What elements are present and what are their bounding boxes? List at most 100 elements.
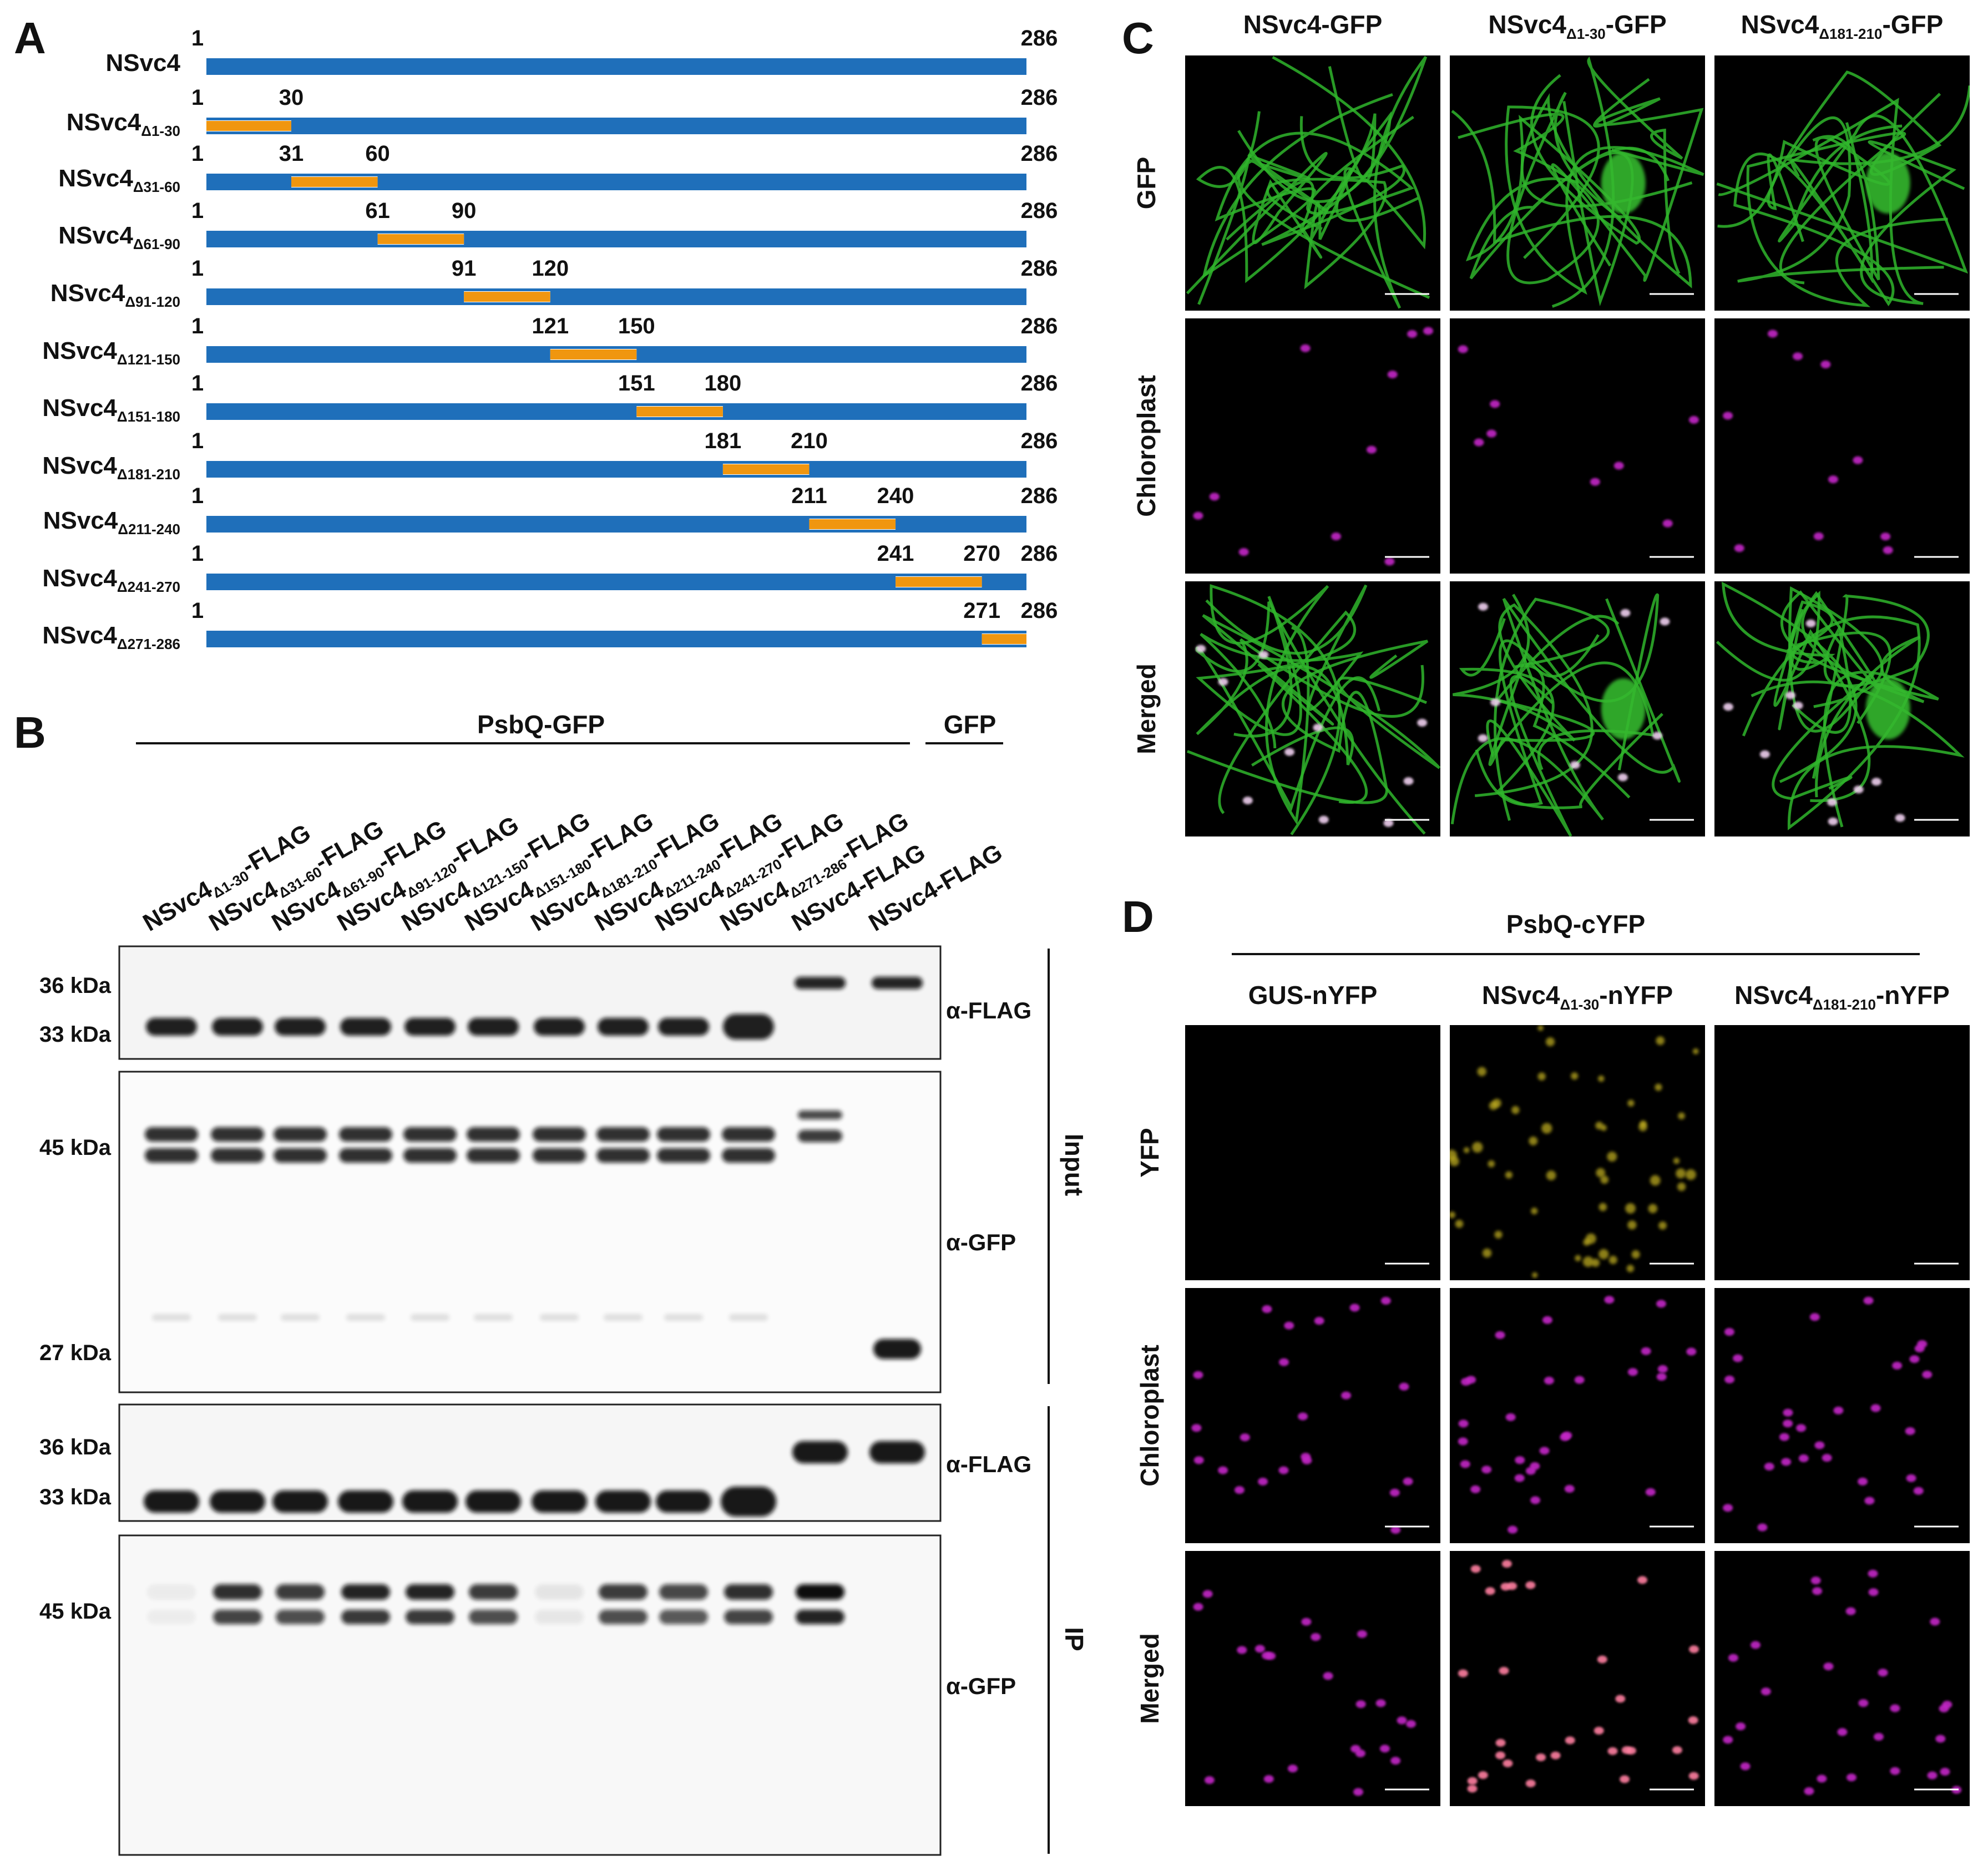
deletion-segment <box>809 519 896 529</box>
micrograph <box>1714 1288 1970 1543</box>
row-label: Chloroplast <box>1135 1345 1164 1487</box>
column-header: NSvc4Δ181-210-nYFP <box>1734 981 1950 1013</box>
input-section-label: Input <box>1060 1134 1089 1196</box>
blot-band <box>657 1148 710 1163</box>
blot-band <box>210 1490 265 1513</box>
residue-number: 30 <box>279 85 304 110</box>
protein-bar <box>206 118 1026 134</box>
blot-bands <box>144 977 925 1624</box>
column-header: GUS-nYFP <box>1248 981 1378 1010</box>
residue-number: 61 <box>365 199 390 223</box>
blot-band <box>535 1610 584 1624</box>
blot-band <box>796 1610 844 1624</box>
blot-band <box>795 977 846 989</box>
blot-band <box>281 1314 320 1321</box>
blot-band <box>798 1111 842 1119</box>
blot-band <box>346 1314 385 1321</box>
panel-letter-c: C <box>1122 13 1154 63</box>
blot-band <box>872 977 923 989</box>
micrograph <box>1714 318 1970 574</box>
blot-band <box>275 1018 326 1036</box>
deletion-segment <box>896 577 982 587</box>
blot-band <box>659 1610 708 1624</box>
gfp-group-label: GFP <box>944 710 996 739</box>
micrograph <box>1185 318 1440 574</box>
blot-band <box>339 1148 392 1163</box>
row-label: YFP <box>1135 1128 1164 1177</box>
residue-number: 1 <box>191 85 204 110</box>
micrograph <box>1450 1025 1705 1280</box>
protein-bar <box>206 231 1026 247</box>
micrograph <box>1185 1025 1440 1280</box>
construct-row: NSvc4Δ241-270 1 241 270 286 <box>42 541 1058 595</box>
row-label: Chloroplast <box>1132 375 1161 517</box>
construct-name: NSvc4 <box>105 49 180 77</box>
construct-name: NSvc4Δ181-210 <box>42 452 180 483</box>
protein-bar <box>206 461 1026 478</box>
residue-number: 91 <box>452 256 477 281</box>
construct-name: NSvc4Δ271-286 <box>42 622 180 652</box>
protein-bar <box>206 516 1026 533</box>
construct-row: NSvc4Δ181-210 1 181 210 286 <box>42 429 1058 483</box>
deletion-segment <box>206 121 291 131</box>
residue-number: 240 <box>877 484 914 508</box>
residue-number: 1 <box>191 484 204 508</box>
blot-band <box>213 1584 262 1600</box>
residue-number: 1 <box>191 256 204 281</box>
residue-number: 121 <box>532 314 569 338</box>
micrograph <box>1450 1288 1705 1543</box>
blot-band <box>535 1584 584 1600</box>
construct-name: NSvc4Δ151-180 <box>42 394 180 425</box>
marker-45-input: 45 kDa <box>39 1135 112 1160</box>
marker-36-ip: 36 kDa <box>39 1435 112 1459</box>
residue-number: 1 <box>191 429 204 453</box>
row-label: Merged <box>1135 1633 1164 1724</box>
construct-name: NSvc4Δ1-30 <box>67 109 180 139</box>
blot-band <box>146 1018 197 1036</box>
residue-number: 286 <box>1021 429 1058 453</box>
blot-band <box>466 1490 521 1513</box>
ip-section-label: IP <box>1060 1627 1089 1651</box>
antibody-input-gfp: α-GFP <box>946 1229 1016 1255</box>
micrograph <box>1185 55 1440 311</box>
residue-number: 286 <box>1021 599 1058 623</box>
micrograph <box>1714 1551 1970 1806</box>
construct-name: NSvc4Δ31-60 <box>58 165 180 195</box>
micrograph <box>1714 1025 1970 1280</box>
deletion-segment <box>722 464 810 474</box>
column-header: NSvc4-GFP <box>1243 10 1383 39</box>
blot-band <box>729 1314 768 1321</box>
deletion-segment <box>982 634 1026 644</box>
construct-row: NSvc4Δ271-286 1 271 286 <box>42 599 1058 652</box>
blot-band <box>469 1584 518 1600</box>
construct-name: NSvc4Δ211-240 <box>43 507 180 538</box>
construct-row: NSvc4Δ211-240 1 211 240 286 <box>43 484 1058 538</box>
blot-band <box>656 1490 711 1513</box>
panel-letter-a: A <box>14 13 46 63</box>
residue-number: 31 <box>279 141 304 166</box>
blot-band <box>596 1127 650 1142</box>
deletion-segment <box>464 292 550 302</box>
residue-number: 60 <box>365 141 390 166</box>
residue-number: 286 <box>1021 541 1058 566</box>
blot-band <box>595 1490 651 1513</box>
blot-band <box>657 1127 710 1142</box>
residue-number: 286 <box>1021 141 1058 166</box>
residue-number: 270 <box>963 541 1000 566</box>
residue-number: 1 <box>191 371 204 396</box>
residue-number: 241 <box>877 541 914 566</box>
blot-band <box>144 1490 199 1513</box>
marker-45-ip: 45 kDa <box>39 1599 112 1624</box>
protein-bar <box>206 574 1026 590</box>
marker-33-input: 33 kDa <box>39 1022 112 1047</box>
construct-row: NSvc4Δ91-120 1 91 120 286 <box>50 256 1058 310</box>
row-label: GFP <box>1132 157 1161 210</box>
blot-band <box>724 1610 773 1624</box>
antibody-input-flag: α-FLAG <box>946 997 1031 1023</box>
panel-letter-b: B <box>14 708 46 757</box>
antibody-ip-gfp: α-GFP <box>946 1673 1016 1699</box>
micrograph <box>1185 1551 1440 1806</box>
blot-band <box>721 1487 776 1517</box>
protein-bar <box>206 403 1026 420</box>
